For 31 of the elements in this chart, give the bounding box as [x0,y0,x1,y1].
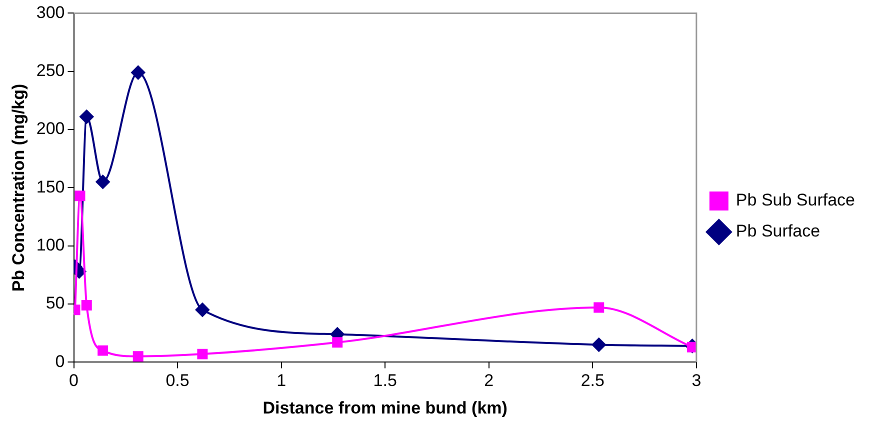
x-tick-label: 2 [484,371,494,390]
y-tick-label: 250 [36,61,65,80]
point [195,302,210,317]
point [81,300,92,310]
legend-label: Pb Sub Surface [736,190,856,210]
point [332,337,343,348]
y-tick-label: 50 [46,294,65,313]
point [687,342,696,352]
y-tick-label: 300 [36,2,65,22]
point [80,110,94,124]
y-axis-title: Pb Concentration (mg/kg) [8,84,28,292]
point [594,302,604,313]
x-tick-label: 3 [692,371,702,390]
x-axis-title: Distance from mine bund (km) [262,398,508,418]
y-tick-label: 200 [36,119,65,138]
y-tick-label: 150 [36,177,65,196]
point [74,190,86,202]
point [197,348,208,360]
y-tick-label: 0 [55,352,65,371]
x-tick-label: 0.5 [166,371,190,390]
y-tick-label: 100 [36,236,65,255]
point [96,174,110,189]
point [98,345,108,356]
point [132,351,144,362]
legend-label: Pb Surface [736,222,820,241]
x-tick-label: 2.5 [580,371,604,390]
x-tick-label: 0 [69,371,78,390]
point [592,338,606,352]
x-tick-label: 1.5 [373,371,397,390]
x-tick-label: 1 [276,371,286,390]
point [131,66,146,80]
